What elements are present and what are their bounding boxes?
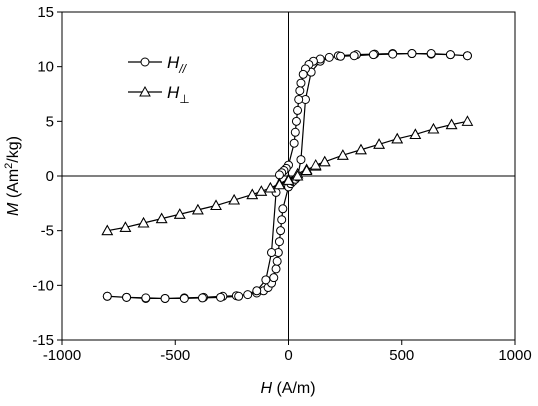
data-point [290, 127, 300, 137]
data-point [210, 199, 222, 211]
data-point [309, 159, 322, 170]
x-tick-label: 0 [284, 347, 292, 364]
data-point [234, 291, 244, 301]
y-tick-label: 0 [46, 168, 54, 185]
data-point [388, 49, 398, 59]
data-point [276, 226, 286, 236]
y-tick-label: 15 [37, 4, 54, 21]
legend-triangle-marker [139, 85, 151, 97]
data-point [252, 286, 262, 296]
data-point [255, 185, 268, 196]
data-point [355, 143, 367, 155]
data-point [267, 248, 277, 258]
y-axis-title: M (Am2/kg) [3, 136, 22, 216]
data-point [197, 293, 207, 303]
data-point [295, 86, 305, 96]
data-point [298, 69, 308, 79]
data-point [277, 215, 287, 225]
x-tick-label: 1000 [498, 347, 531, 364]
y-tick-label: 10 [37, 59, 54, 76]
data-point [318, 155, 331, 167]
data-point [216, 292, 226, 302]
x-tick-label: -1000 [43, 347, 81, 364]
data-point [373, 138, 385, 149]
data-point [274, 237, 284, 247]
data-point [336, 51, 346, 61]
data-point [300, 164, 313, 176]
data-point [141, 293, 151, 303]
data-point [228, 194, 240, 205]
data-point [462, 51, 472, 61]
x-tick-label: -500 [160, 347, 190, 364]
data-point [261, 275, 271, 285]
data-point [271, 264, 281, 274]
data-point [119, 221, 132, 232]
legend-entry-h-parallel: H// [128, 53, 188, 76]
data-point [407, 49, 417, 59]
series-layer [101, 49, 474, 303]
series-h-perpendicular [101, 115, 474, 236]
data-point [192, 203, 204, 215]
data-point [291, 116, 301, 126]
data-point [264, 181, 277, 193]
axis-ticks: -1000 -500 0 500 1000 -15 -10 -5 0 5 10 15 [32, 4, 531, 364]
data-point [122, 292, 132, 302]
data-point [294, 94, 304, 104]
data-point [272, 256, 282, 266]
legend-circle-marker [140, 57, 150, 67]
y-tick-label: 5 [46, 113, 54, 130]
data-point [296, 155, 306, 165]
legend-label: H⊥ [167, 83, 190, 106]
data-point [273, 178, 286, 190]
data-point [291, 169, 304, 181]
data-point [445, 118, 458, 130]
data-point [426, 49, 436, 59]
data-point [349, 51, 359, 61]
legend-entry-h-perpendicular: H⊥ [128, 83, 190, 106]
data-point [137, 216, 150, 228]
data-point [293, 105, 303, 115]
data-point [243, 290, 253, 300]
legend-label: H// [167, 53, 188, 76]
data-point [278, 204, 288, 214]
data-point [160, 293, 170, 303]
data-point [391, 132, 404, 144]
data-point [296, 78, 306, 88]
data-point [324, 52, 334, 62]
data-point [461, 115, 474, 126]
data-point [445, 50, 455, 60]
data-point [246, 188, 259, 200]
data-point [155, 212, 168, 224]
data-point [409, 128, 422, 139]
x-axis-title: H (A/m) [260, 380, 315, 397]
data-point [101, 224, 114, 236]
data-point [173, 208, 186, 219]
data-point [102, 291, 112, 301]
y-tick-label: -10 [32, 277, 54, 294]
data-point [427, 122, 440, 134]
data-point [179, 293, 189, 303]
y-tick-label: -5 [41, 223, 54, 240]
data-point [368, 50, 378, 60]
data-point [337, 149, 349, 160]
data-point [289, 138, 299, 148]
y-tick-label: -15 [32, 332, 54, 349]
legend: H// H⊥ [128, 53, 190, 106]
data-point [269, 273, 279, 283]
data-point [282, 174, 295, 185]
x-tick-label: 500 [389, 347, 414, 364]
